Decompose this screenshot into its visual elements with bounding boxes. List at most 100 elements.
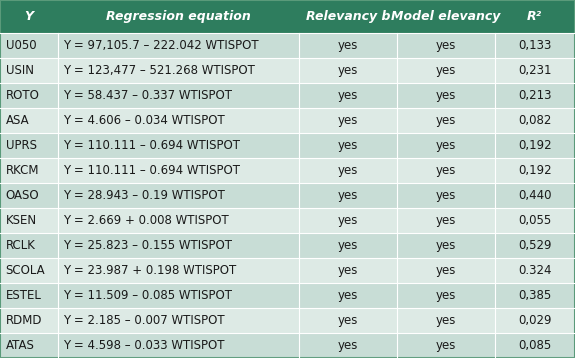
- FancyBboxPatch shape: [299, 58, 397, 83]
- FancyBboxPatch shape: [0, 0, 58, 33]
- FancyBboxPatch shape: [58, 158, 299, 183]
- FancyBboxPatch shape: [299, 308, 397, 333]
- FancyBboxPatch shape: [58, 58, 299, 83]
- Text: 0,055: 0,055: [518, 214, 551, 227]
- FancyBboxPatch shape: [494, 183, 575, 208]
- Text: Y = 123,477 – 521.268 WTISPOT: Y = 123,477 – 521.268 WTISPOT: [63, 64, 255, 77]
- Text: yes: yes: [435, 64, 456, 77]
- Text: SCOLA: SCOLA: [6, 264, 45, 277]
- Text: 0,192: 0,192: [518, 139, 551, 152]
- FancyBboxPatch shape: [299, 208, 397, 233]
- Text: USIN: USIN: [6, 64, 34, 77]
- FancyBboxPatch shape: [58, 0, 299, 33]
- FancyBboxPatch shape: [494, 308, 575, 333]
- Text: yes: yes: [338, 239, 358, 252]
- FancyBboxPatch shape: [0, 283, 58, 308]
- FancyBboxPatch shape: [494, 0, 575, 33]
- Text: 0,529: 0,529: [518, 239, 551, 252]
- FancyBboxPatch shape: [58, 258, 299, 283]
- Text: Y = 28.943 – 0.19 WTISPOT: Y = 28.943 – 0.19 WTISPOT: [63, 189, 225, 202]
- FancyBboxPatch shape: [494, 208, 575, 233]
- Text: yes: yes: [435, 89, 456, 102]
- Text: yes: yes: [435, 314, 456, 327]
- FancyBboxPatch shape: [58, 208, 299, 233]
- FancyBboxPatch shape: [58, 233, 299, 258]
- FancyBboxPatch shape: [299, 0, 397, 33]
- FancyBboxPatch shape: [494, 83, 575, 108]
- FancyBboxPatch shape: [58, 183, 299, 208]
- FancyBboxPatch shape: [0, 183, 58, 208]
- Text: 0,440: 0,440: [518, 189, 551, 202]
- Text: yes: yes: [338, 314, 358, 327]
- Text: 0,133: 0,133: [518, 39, 551, 52]
- FancyBboxPatch shape: [397, 58, 494, 83]
- Text: yes: yes: [435, 214, 456, 227]
- FancyBboxPatch shape: [299, 33, 397, 58]
- Text: Model elevancy: Model elevancy: [391, 10, 500, 23]
- Text: yes: yes: [435, 39, 456, 52]
- Text: 0,231: 0,231: [518, 64, 551, 77]
- Text: Y = 23.987 + 0.198 WTISPOT: Y = 23.987 + 0.198 WTISPOT: [63, 264, 236, 277]
- FancyBboxPatch shape: [397, 308, 494, 333]
- FancyBboxPatch shape: [299, 233, 397, 258]
- Text: Y = 110.111 – 0.694 WTISPOT: Y = 110.111 – 0.694 WTISPOT: [63, 164, 240, 177]
- FancyBboxPatch shape: [397, 133, 494, 158]
- FancyBboxPatch shape: [494, 33, 575, 58]
- Text: yes: yes: [435, 264, 456, 277]
- FancyBboxPatch shape: [58, 283, 299, 308]
- Text: Y = 58.437 – 0.337 WTISPOT: Y = 58.437 – 0.337 WTISPOT: [63, 89, 232, 102]
- FancyBboxPatch shape: [397, 208, 494, 233]
- FancyBboxPatch shape: [397, 258, 494, 283]
- Text: yes: yes: [435, 139, 456, 152]
- Text: ASA: ASA: [6, 114, 29, 127]
- Text: yes: yes: [435, 114, 456, 127]
- FancyBboxPatch shape: [0, 208, 58, 233]
- Text: ROTO: ROTO: [6, 89, 40, 102]
- Text: RDMD: RDMD: [6, 314, 42, 327]
- Text: 0,213: 0,213: [518, 89, 551, 102]
- Text: Y = 25.823 – 0.155 WTISPOT: Y = 25.823 – 0.155 WTISPOT: [63, 239, 232, 252]
- Text: Y = 2.669 + 0.008 WTISPOT: Y = 2.669 + 0.008 WTISPOT: [63, 214, 229, 227]
- Text: Relevancy b: Relevancy b: [306, 10, 390, 23]
- Text: RKCM: RKCM: [6, 164, 39, 177]
- FancyBboxPatch shape: [299, 83, 397, 108]
- FancyBboxPatch shape: [58, 108, 299, 133]
- FancyBboxPatch shape: [299, 108, 397, 133]
- Text: yes: yes: [435, 239, 456, 252]
- FancyBboxPatch shape: [0, 133, 58, 158]
- Text: Y = 2.185 – 0.007 WTISPOT: Y = 2.185 – 0.007 WTISPOT: [63, 314, 225, 327]
- FancyBboxPatch shape: [58, 308, 299, 333]
- Text: yes: yes: [338, 89, 358, 102]
- Text: yes: yes: [338, 114, 358, 127]
- FancyBboxPatch shape: [397, 283, 494, 308]
- FancyBboxPatch shape: [397, 33, 494, 58]
- Text: yes: yes: [435, 339, 456, 352]
- Text: R²: R²: [527, 10, 542, 23]
- FancyBboxPatch shape: [299, 158, 397, 183]
- FancyBboxPatch shape: [299, 258, 397, 283]
- FancyBboxPatch shape: [299, 183, 397, 208]
- Text: yes: yes: [435, 189, 456, 202]
- Text: yes: yes: [338, 39, 358, 52]
- Text: yes: yes: [338, 214, 358, 227]
- Text: Regression equation: Regression equation: [106, 10, 251, 23]
- Text: ATAS: ATAS: [6, 339, 34, 352]
- FancyBboxPatch shape: [0, 258, 58, 283]
- Text: 0,085: 0,085: [518, 339, 551, 352]
- Text: yes: yes: [338, 289, 358, 302]
- FancyBboxPatch shape: [397, 0, 494, 33]
- FancyBboxPatch shape: [397, 83, 494, 108]
- Text: Y: Y: [24, 10, 33, 23]
- FancyBboxPatch shape: [397, 108, 494, 133]
- FancyBboxPatch shape: [397, 233, 494, 258]
- FancyBboxPatch shape: [397, 183, 494, 208]
- FancyBboxPatch shape: [58, 133, 299, 158]
- FancyBboxPatch shape: [0, 233, 58, 258]
- FancyBboxPatch shape: [0, 83, 58, 108]
- Text: 0,082: 0,082: [518, 114, 551, 127]
- Text: KSEN: KSEN: [6, 214, 37, 227]
- FancyBboxPatch shape: [494, 108, 575, 133]
- Text: ESTEL: ESTEL: [6, 289, 41, 302]
- Text: U050: U050: [6, 39, 36, 52]
- Text: 0.324: 0.324: [518, 264, 551, 277]
